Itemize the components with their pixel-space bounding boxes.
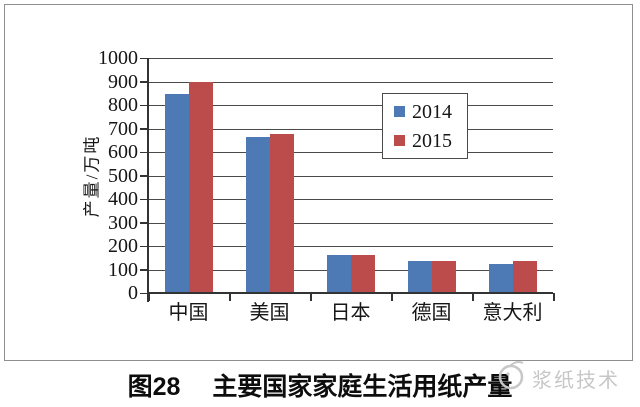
- y-tick-700: [140, 128, 149, 130]
- figure-title: 主要国家家庭生活用纸产量: [212, 373, 513, 401]
- x-tick-0: [148, 293, 150, 301]
- figure-caption: 图28 主要国家家庭生活用纸产量: [0, 368, 640, 402]
- x-category-label-日本: 日本: [330, 302, 371, 324]
- y-tick-label-0: 0: [128, 282, 138, 304]
- gridline-800: [148, 105, 553, 106]
- legend-item-2015: 2015: [394, 129, 467, 153]
- y-tick-label-200: 200: [108, 235, 138, 257]
- watermark-swirl-logo-icon: [496, 358, 528, 399]
- y-tick-1000: [140, 57, 149, 59]
- y-tick-900: [140, 81, 149, 83]
- y-tick-label-900: 900: [108, 70, 138, 93]
- bar-2015-中国: [188, 81, 213, 293]
- bar-2015-日本: [350, 255, 375, 293]
- y-tick-400: [140, 198, 149, 200]
- watermark-text: 浆纸技术: [532, 370, 620, 392]
- bar-2015-意大利: [512, 261, 537, 293]
- bar-2014-美国: [245, 136, 270, 293]
- x-tick-1: [229, 293, 231, 301]
- gridline-900: [148, 81, 553, 83]
- y-tick-label-300: 300: [108, 211, 138, 234]
- x-category-label-意大利: 意大利: [482, 302, 543, 324]
- bar-2014-中国: [164, 94, 189, 293]
- gridline-1000: [148, 58, 553, 59]
- watermark: 浆纸技术: [496, 358, 620, 399]
- y-tick-label-400: 400: [108, 188, 138, 210]
- x-tick-4: [472, 293, 474, 301]
- bar-chart: 产量/万吨 0 100 200 300 400 500 600 700 800 900 1000 中国…: [83, 47, 555, 324]
- bar-2014-日本: [326, 255, 351, 293]
- y-tick-label-1000: 1000: [98, 47, 138, 69]
- y-tick-200: [140, 245, 149, 247]
- x-category-label-中国: 中国: [168, 302, 209, 324]
- gridline-700: [148, 128, 553, 130]
- legend-label-2014: 2014: [412, 100, 452, 123]
- x-axis: [147, 292, 553, 294]
- y-tick-600: [140, 151, 149, 153]
- chart-frame: [4, 4, 633, 361]
- bar-2015-德国: [431, 261, 456, 293]
- legend-item-2014: 2014: [394, 100, 467, 124]
- gridline-200: [148, 246, 553, 247]
- bar-2015-美国: [269, 134, 294, 293]
- legend-swatch-2015: [394, 135, 405, 146]
- y-tick-label-500: 500: [108, 164, 138, 187]
- bar-2014-意大利: [488, 263, 513, 293]
- figure-label: 图28: [127, 373, 181, 401]
- x-tick-3: [391, 293, 393, 301]
- y-axis: [147, 58, 149, 302]
- y-tick-500: [140, 175, 149, 177]
- y-tick-0: [140, 292, 149, 294]
- x-tick-2: [310, 293, 312, 301]
- gridline-300: [148, 222, 553, 224]
- y-tick-800: [140, 104, 149, 106]
- y-tick-label-700: 700: [108, 117, 138, 140]
- gridline-400: [148, 199, 553, 200]
- y-tick-label-100: 100: [108, 258, 138, 281]
- y-tick-label-600: 600: [108, 141, 138, 163]
- y-tick-label-800: 800: [108, 94, 138, 116]
- chart-legend: 2014 2015: [382, 93, 468, 159]
- x-category-label-美国: 美国: [249, 302, 290, 324]
- legend-label-2015: 2015: [412, 129, 452, 152]
- x-tick-5: [553, 293, 555, 301]
- gridline-600: [148, 152, 553, 153]
- y-tick-300: [140, 222, 149, 224]
- y-tick-100: [140, 269, 149, 271]
- gridline-500: [148, 175, 553, 177]
- legend-swatch-2014: [394, 106, 405, 117]
- x-category-label-德国: 德国: [411, 302, 452, 324]
- bar-2014-德国: [407, 261, 432, 293]
